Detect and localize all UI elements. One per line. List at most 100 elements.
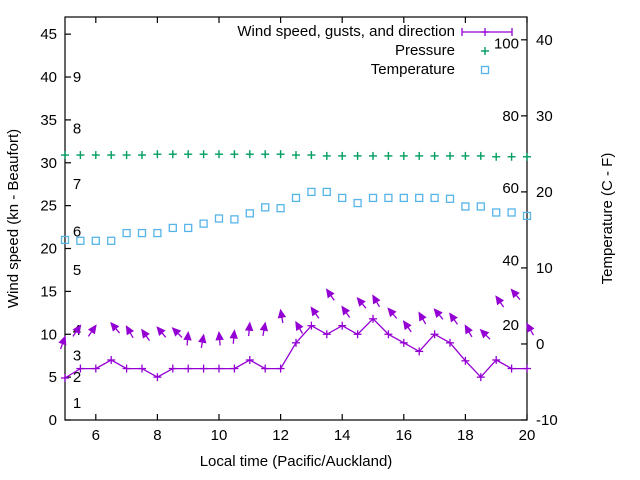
x-tick-label: 10 [211,427,228,444]
y-tick-label: 10 [40,326,57,343]
marker-square [60,235,70,245]
beaufort-label: 2 [73,369,81,386]
y2-tick-label: 20 [536,184,553,201]
wind-speed-series [61,314,531,382]
wind-gust-direction-series [58,288,535,350]
gust-arrowhead [87,324,97,335]
beaufort-label: 7 [73,176,81,193]
y-tick-label: 0 [49,412,57,429]
gust-arrowhead [295,320,304,331]
marker-square [91,236,100,245]
legend-label: Pressure [395,42,455,59]
marker-square [415,193,424,203]
marker-square [261,203,270,212]
y-tick-label: 25 [40,198,57,215]
marker-square [338,193,347,203]
y-tick-label: 5 [49,369,57,386]
beaufort-label: 6 [73,223,81,240]
y-tick-label: 15 [40,283,57,300]
marker-square [368,193,378,203]
marker-square [137,228,147,238]
marker-square [291,193,301,203]
x-tick-label: 18 [457,427,474,444]
marker-square [168,223,177,233]
x-tick-label: 12 [272,427,289,444]
gust-arrowhead [372,294,381,305]
y2-axis-title: Temperature (C - F) [599,153,616,285]
beaufort-label: 5 [73,262,81,279]
gust-arrowhead [215,330,224,341]
y2-tick-label: 10 [536,260,553,277]
y-tick-label: 35 [40,112,57,129]
marker-square [445,194,455,203]
fahrenheit-label: 100 [494,36,519,53]
marker-square [353,198,362,208]
y-tick-label: 40 [40,69,57,86]
x-axis-title: Local time (Pacific/Auckland) [200,453,393,470]
y-tick-label: 20 [40,241,57,258]
gust-arrowhead [418,311,427,322]
marker-square [461,202,470,211]
marker-square [76,236,85,245]
marker-square [153,228,162,238]
marker-square [230,215,239,224]
beaufort-label: 9 [73,69,81,86]
gust-arrowhead [479,328,490,339]
gust-arrowhead [402,320,412,331]
gust-arrowhead [244,321,254,332]
x-tick-label: 20 [519,427,536,444]
legend-marker [480,65,490,75]
marker-square [307,187,316,197]
gust-arrowhead [58,335,67,346]
marker-square [430,193,439,203]
gust-arrowhead [198,333,207,344]
marker-square [476,202,485,211]
marker-square [507,208,516,217]
legend: Wind speed, gusts, and direction Pressure… [237,23,513,78]
gust-arrowhead [433,308,443,318]
x-tick-label: 8 [153,427,161,444]
legend-label: Wind speed, gusts, and direction [237,23,455,40]
marker-square [276,204,285,213]
gust-arrowhead [141,328,150,339]
plot-frame [64,16,528,421]
beaufort-label: 3 [73,348,81,365]
x-tick-label: 16 [395,427,412,444]
gust-arrowhead [464,324,473,335]
fahrenheit-label: 40 [502,252,519,269]
y-tick-label: 30 [40,155,57,172]
gust-arrowhead [495,295,505,306]
gust-arrowhead [277,308,287,319]
marker-square [184,223,193,233]
marker-square [107,236,116,245]
y2-tick-label: 40 [536,32,553,49]
gust-arrowhead [183,330,192,341]
gust-arrowhead [156,326,166,336]
marker-square [384,193,393,203]
gust-arrowhead [341,305,351,316]
fahrenheit-label: 20 [502,317,519,334]
marker-square [122,228,131,238]
gust-arrowhead [526,322,535,333]
gust-arrowhead [229,329,238,339]
marker-square [214,214,224,223]
marker-square [199,219,208,228]
y-tick-label: 45 [40,26,57,43]
y2-tick-label: -10 [536,412,558,429]
y2-tick-label: 0 [536,336,544,353]
y2-tick-label: 30 [536,108,553,125]
gust-arrowhead [356,297,366,307]
legend-label: Temperature [371,61,455,78]
gust-arrowhead [259,321,269,332]
y-axis-title: Wind speed (kn - Beaufort) [5,129,22,308]
gust-arrowhead [310,306,320,317]
beaufort-label: 1 [73,395,81,412]
x-tick-label: 6 [92,427,100,444]
gust-arrowhead [510,288,520,299]
gust-arrowhead [171,327,182,337]
marker-square [399,193,408,203]
beaufort-label: 8 [73,120,81,137]
gust-arrowhead [449,312,458,323]
